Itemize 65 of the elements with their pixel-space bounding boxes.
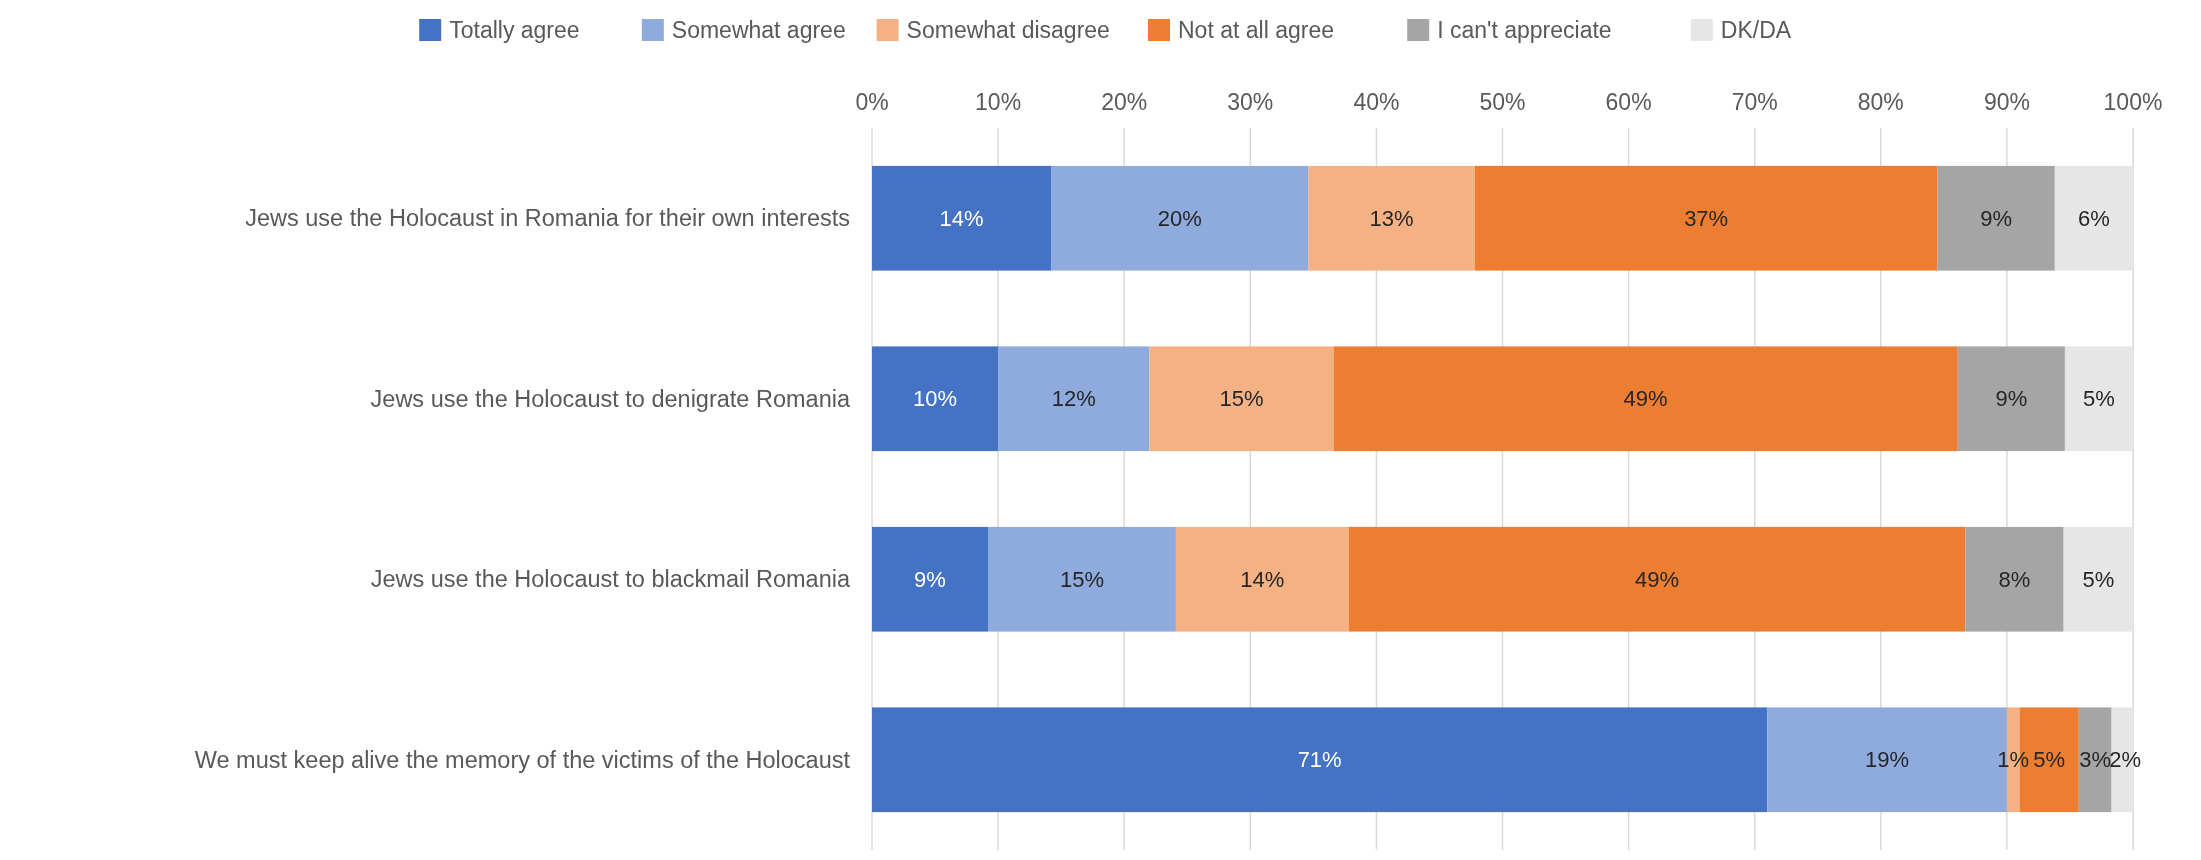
bar [2064,346,2133,452]
bar [2063,526,2134,632]
bar [1474,165,1938,271]
data-label: 3% [2079,747,2112,773]
data-label: 49% [1634,566,1679,592]
y-tick-label: We must keep alive the memory of the victims of the Holocaust [194,746,851,773]
bar [1937,165,2055,271]
x-tick-label: 10% [975,89,1022,115]
x-tick-label: 60% [1605,89,1652,115]
bar [1965,526,2064,632]
x-tick-label: 90% [1983,89,2030,115]
data-label: 14% [1240,566,1285,592]
bar [1149,346,1334,452]
y-tick-label: Jews use the Holocaust to blackmail Romania [370,566,851,593]
legend-label: I can't appreciate [1437,17,1612,44]
bar [1308,165,1475,271]
data-label: 13% [1369,205,1414,231]
bar [872,526,989,632]
bar [2078,707,2112,813]
bar [1051,165,1309,271]
data-label: 8% [1998,566,2031,592]
data-label: 20% [1157,205,1202,231]
bar [1175,526,1349,632]
x-tick-label: 20% [1101,89,1148,115]
bar [1348,526,1966,632]
data-label: 37% [1684,205,1729,231]
data-label: 19% [1865,747,1910,773]
x-tick-label: 50% [1479,89,1526,115]
x-tick-label: 100% [2103,89,2163,115]
data-label: 9% [1995,386,2028,412]
legend-label: DK/DA [1720,17,1792,44]
bar [998,346,1150,452]
x-tick-label: 30% [1227,89,1274,115]
legend-label: Somewhat agree [671,17,846,44]
bar [872,165,1052,271]
bar [988,526,1176,632]
bar [1333,346,1958,452]
data-label: 49% [1623,386,1668,412]
data-label: 15% [1219,386,1264,412]
data-label: 5% [2033,747,2066,773]
data-label: 6% [2078,205,2110,231]
x-tick-label: 80% [1857,89,1904,115]
data-label: 12% [1051,386,1096,412]
y-tick-label: Jews use the Holocaust in Romania for their own interests [245,205,850,232]
legend-label: Not at all agree [1178,17,1334,44]
bar [2054,165,2133,271]
bar [872,707,1768,813]
x-tick-label: 70% [1731,89,1778,115]
data-label: 5% [2082,566,2115,592]
data-label: 5% [2083,386,2115,412]
bar [872,346,999,452]
data-label: 14% [939,205,984,231]
bar [1957,346,2065,452]
x-tick-label: 0% [855,89,889,115]
legend-label: Totally agree [449,17,580,44]
data-label: 10% [913,386,958,412]
data-label: 9% [914,566,946,592]
data-label: 2% [2109,747,2142,773]
data-label: 9% [1980,205,2013,231]
y-tick-label: Jews use the Holocaust to denigrate Romania [370,385,851,412]
data-label: 15% [1059,566,1104,592]
data-label: 71% [1297,747,1342,773]
data-label: 1% [1997,747,2030,773]
legend-label: Somewhat disagree [906,17,1110,44]
x-tick-label: 40% [1353,89,1400,115]
